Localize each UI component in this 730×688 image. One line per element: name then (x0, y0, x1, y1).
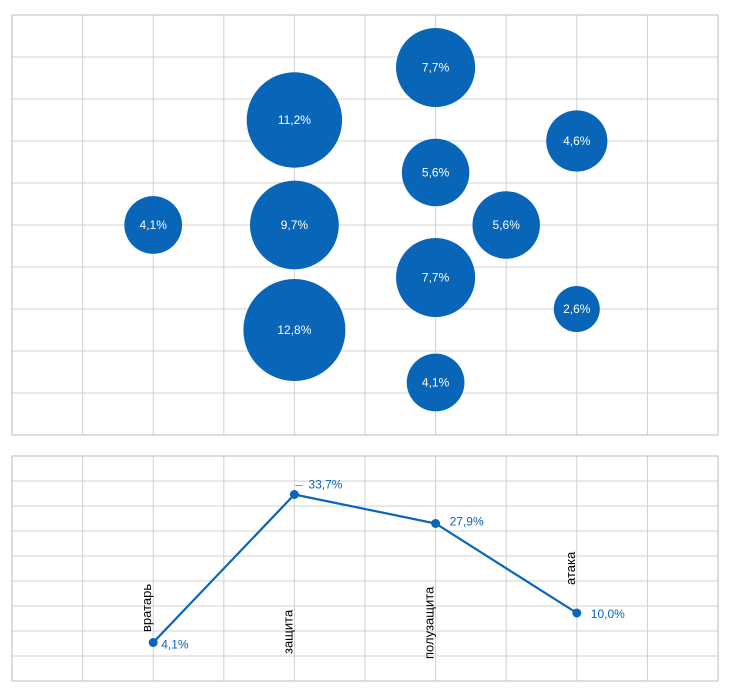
bubble-point: 11,2% (246, 72, 343, 168)
bubble-chart-svg: 4,1% 11,2% 9,7% 12,8% 7,7% 5,6% 7,7% 4,1% 5,6% 4,… (11, 14, 719, 436)
bubble-chart: 4,1% 11,2% 9,7% 12,8% 7,7% 5,6% 7,7% 4,1% 5,6% 4,… (11, 14, 719, 436)
bubble-value-label: 5,6% (493, 218, 521, 232)
line-point (431, 519, 441, 528)
line-point (289, 490, 299, 499)
bubble-value-label: 4,6% (563, 134, 591, 148)
bubble-value-label: 5,6% (422, 166, 450, 180)
bubble-point: 7,7% (396, 237, 476, 318)
bubble-point: 5,6% (401, 138, 470, 207)
bubble-plot-frame (11, 14, 719, 436)
line-point (148, 638, 158, 647)
bubble-marker (396, 237, 476, 318)
line-value-label: 4,1% (161, 638, 189, 652)
bubble-point: 9,7% (250, 180, 339, 270)
bubble-marker (546, 110, 608, 172)
bubble-point: 4,1% (406, 353, 465, 412)
bubble-point: 12,8% (243, 279, 346, 381)
line-value-label: 27,9% (450, 515, 484, 529)
line-value-label: 33,7% (308, 478, 342, 492)
line-value-label: 10,0% (591, 607, 625, 621)
bubble-marker (243, 279, 346, 381)
category-label: атака (563, 551, 578, 585)
bubble-marker (124, 196, 183, 254)
line-chart: 4,1% 33,7% 27,9% 10,0% вратарь защита полузащи… (0, 448, 730, 688)
bubble-value-label: 4,1% (140, 218, 168, 232)
line-plot-frame (11, 455, 719, 682)
bubble-point: 2,6% (553, 286, 600, 332)
line-chart-svg: 4,1% 33,7% 27,9% 10,0% вратарь защита полузащи… (11, 455, 719, 682)
bubble-value-label: 11,2% (278, 113, 311, 127)
bubble-point: 4,1% (124, 196, 183, 254)
bubble-value-label: 12,8% (277, 323, 311, 337)
bubble-value-label: 7,7% (422, 271, 450, 285)
bubble-point: 4,6% (546, 110, 608, 172)
category-label: вратарь (139, 584, 154, 632)
bubble-marker (553, 286, 600, 332)
bubble-point: 7,7% (396, 27, 476, 108)
bubble-value-label: 2,6% (563, 302, 591, 316)
category-label: защита (280, 609, 295, 654)
bubble-marker (472, 191, 540, 259)
bubble-marker (406, 353, 465, 412)
bubble-marker (396, 27, 476, 108)
bubble-point: 5,6% (472, 191, 540, 259)
line-gridlines (12, 456, 718, 681)
line-point (572, 608, 582, 618)
bubble-value-label: 4,1% (422, 376, 450, 390)
category-label: полузащита (422, 586, 437, 659)
bubble-value-label: 9,7% (281, 218, 309, 232)
line-series-path (152, 493, 578, 644)
bubble-value-label: 7,7% (422, 61, 450, 75)
bubble-marker (401, 138, 470, 207)
bubble-marker (250, 180, 339, 270)
bubble-marker (246, 72, 343, 168)
bubble-gridlines (12, 15, 718, 435)
